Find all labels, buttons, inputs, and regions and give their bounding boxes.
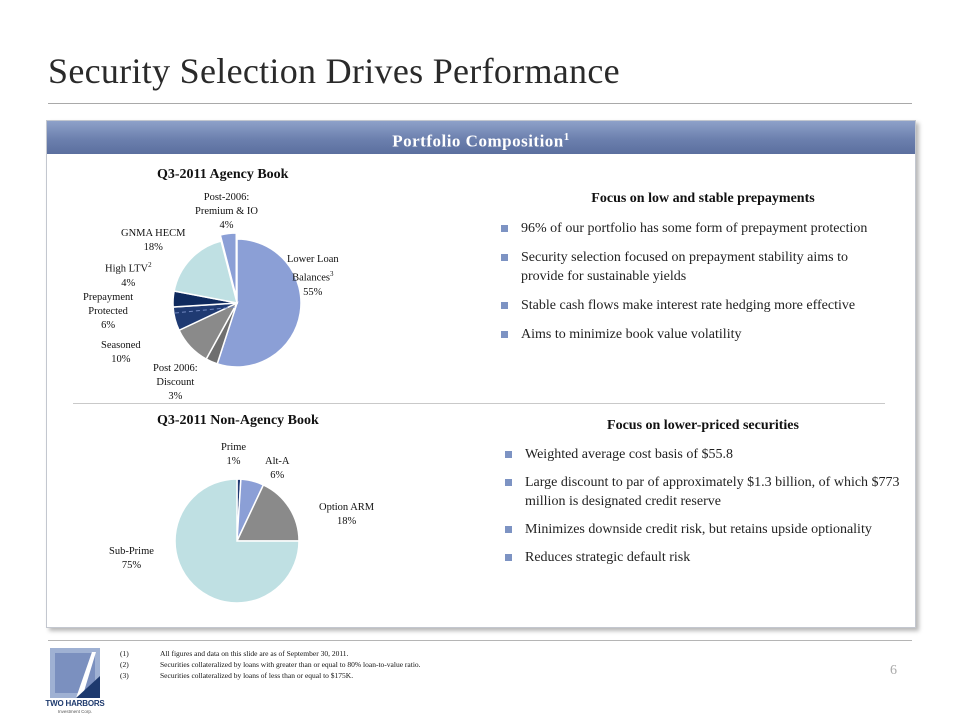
label-value: 10% [111, 354, 131, 365]
label-gnma-hecm: GNMA HECM 18% [121, 227, 185, 255]
bullet-text: Large discount to par of approximately $… [525, 475, 900, 509]
label-high-ltv: High LTV2 4% [105, 258, 152, 291]
pie-slice-gnma-hecm [173, 240, 239, 304]
label-text: Sub-Prime [109, 546, 154, 557]
bullet-text: Weighted average cost basis of $55.8 [525, 447, 734, 462]
bullet-text: Reduces strategic default risk [525, 550, 691, 565]
bullet-text: Minimizes downside credit risk, but reta… [525, 522, 872, 537]
label-lower-loan-balances: Lower Loan Balances3 55% [287, 253, 339, 300]
bullet-marker [501, 225, 508, 232]
label-text: Post-2006: [203, 192, 250, 203]
label-text: Lower Loan [287, 254, 339, 265]
portfolio-panel: Portfolio Composition1 Q3-2011 Agency Bo… [46, 120, 916, 628]
bullet-text: Stable cash flows make interest rate hed… [521, 298, 856, 313]
label-value: 18% [336, 516, 357, 527]
footnote-text: Securities collateralized by loans of le… [160, 671, 354, 680]
label-value: 1% [226, 456, 241, 467]
label-sub-prime: Sub-Prime 75% [109, 545, 154, 573]
label-footnote: 2 [148, 261, 152, 269]
bullet-marker [501, 331, 508, 338]
footnote-number: (1) [120, 649, 129, 658]
pie-slice-sub-prime [174, 478, 300, 604]
bullet-marker [505, 451, 512, 458]
bullet-item: Reduces strategic default risk [503, 548, 913, 567]
non-agency-chart-title: Q3-2011 Non-Agency Book [157, 413, 319, 428]
bullet-text: Security selection focused on prepayment… [521, 250, 848, 284]
panel-header-text: Portfolio Composition [392, 131, 564, 151]
footnote-number: (3) [120, 671, 129, 680]
footnotes: (1) All figures and data on this slide ar… [120, 648, 421, 681]
two-harbors-logo [50, 648, 100, 698]
bullet-item: Aims to minimize book value volatility [499, 325, 894, 344]
panel-header: Portfolio Composition1 [47, 121, 915, 154]
non-agency-focus-title: Focus on lower-priced securities [607, 418, 799, 433]
label-text: GNMA HECM [121, 228, 186, 239]
label-value: 3% [168, 391, 183, 402]
label-text: Premium & IO [195, 206, 258, 217]
label-value: 4% [121, 277, 136, 289]
bullet-text: 96% of our portfolio has some form of pr… [521, 221, 868, 236]
pie-dashed-divider [174, 306, 236, 314]
label-value: 6% [101, 320, 116, 331]
label-alt-a: Alt-A 6% [265, 455, 290, 483]
title-rule [48, 103, 912, 104]
label-text: Prime [221, 442, 247, 453]
label-value: 18% [143, 242, 163, 253]
bullet-marker [501, 302, 508, 309]
bullet-item: Stable cash flows make interest rate hed… [499, 296, 894, 315]
bullet-item: Minimizes downside credit risk, but reta… [503, 520, 913, 539]
label-text: Seasoned [101, 340, 141, 351]
agency-focus-title: Focus on low and stable prepayments [591, 191, 815, 206]
bullet-marker [505, 554, 512, 561]
label-footnote: 3 [330, 270, 334, 278]
footnote: (3) Securities collateralized by loans of… [120, 670, 421, 681]
bullet-item: 96% of our portfolio has some form of pr… [499, 219, 894, 238]
non-agency-pie-chart [174, 478, 300, 604]
pie-slice-lower-loan-balances [216, 238, 302, 368]
bullet-item: Weighted average cost basis of $55.8 [503, 445, 913, 464]
label-text: Option ARM [319, 502, 375, 513]
logo-subtitle: Investment Corp. [57, 709, 93, 714]
label-value: 75% [121, 560, 142, 571]
footnote-text: Securities collateralized by loans with … [160, 660, 421, 669]
label-value: 55% [303, 286, 323, 298]
pie-slice-option-arm [235, 483, 300, 542]
label-seasoned: Seasoned 10% [101, 339, 141, 367]
label-text: Prepayment [83, 292, 134, 303]
label-value: 4% [219, 220, 234, 231]
logo-name: TWO HARBORS [45, 699, 105, 708]
agency-chart-title: Q3-2011 Agency Book [157, 167, 289, 182]
section-divider [73, 403, 885, 404]
label-text: Balances [292, 272, 330, 284]
bullet-item: Large discount to par of approximately $… [503, 473, 913, 511]
page-number: 6 [890, 663, 897, 678]
label-text: Protected [88, 306, 128, 317]
label-post2006-premium-io: Post-2006: Premium & IO 4% [195, 191, 258, 233]
bullet-marker [505, 479, 512, 486]
footnote-number: (2) [120, 660, 129, 669]
non-agency-bullet-list: Weighted average cost basis of $55.8 Larg… [503, 445, 913, 576]
bullet-text: Aims to minimize book value volatility [521, 327, 742, 342]
panel-header-footnote: 1 [563, 131, 570, 143]
slide-title: Security Selection Drives Performance [48, 51, 620, 91]
label-text: High LTV [105, 263, 149, 275]
label-post2006-discount: Post 2006: Discount 3% [153, 362, 198, 404]
label-text: Discount [156, 377, 195, 388]
footnote: (1) All figures and data on this slide ar… [120, 648, 421, 659]
bullet-marker [505, 526, 512, 533]
label-value: 6% [270, 470, 285, 481]
label-option-arm: Option ARM 18% [319, 501, 374, 529]
label-text: Alt-A [265, 456, 290, 467]
footnote: (2) Securities collateralized by loans wi… [120, 659, 421, 670]
label-prime: Prime 1% [221, 441, 246, 469]
label-text: Post 2006: [153, 363, 198, 374]
label-prepayment-protected: Prepayment Protected 6% [83, 291, 133, 333]
footer-rule [48, 640, 912, 641]
footnote-text: All figures and data on this slide are a… [160, 649, 349, 658]
agency-pie-chart [172, 232, 302, 368]
bullet-marker [501, 254, 508, 261]
pie-slice-post-2006-premium-io [219, 232, 237, 298]
agency-bullet-list: 96% of our portfolio has some form of pr… [499, 219, 894, 354]
bullet-item: Security selection focused on prepayment… [499, 248, 894, 286]
